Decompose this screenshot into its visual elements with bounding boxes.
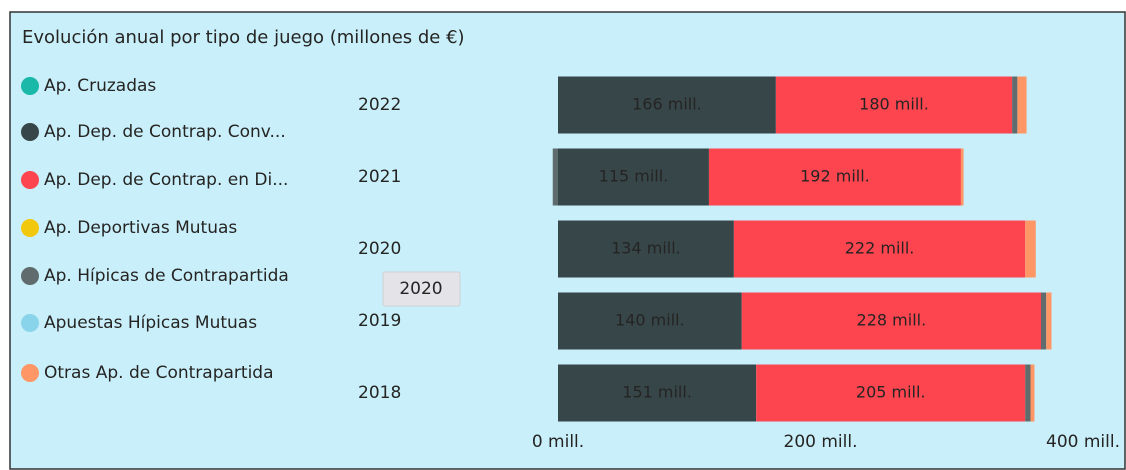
legend-marker (21, 364, 39, 382)
category-label: 2022 (358, 95, 401, 115)
bar-segment (1025, 220, 1036, 278)
bar-segment (558, 148, 709, 206)
legend-marker (21, 314, 39, 332)
bar-segment (1012, 76, 1018, 134)
bar-segment (960, 148, 964, 206)
category-label: 2021 (358, 167, 401, 187)
bar-segment (1041, 292, 1047, 350)
data-label: 228 mill. (857, 311, 927, 330)
legend-marker (21, 267, 39, 285)
bar-segment (1046, 292, 1052, 350)
bar-segment (775, 76, 1013, 134)
bar-segment (1030, 364, 1035, 422)
category-label: 2020 (358, 239, 401, 259)
bar-segment (558, 76, 776, 134)
data-label: 140 mill. (615, 311, 685, 330)
legend-label: Ap. Deportivas Mutuas (44, 218, 237, 238)
x-tick-label: 0 mill. (532, 432, 584, 452)
data-label: 115 mill. (599, 167, 669, 186)
bar-segment (558, 364, 757, 422)
bar-segment (558, 292, 742, 350)
bar-segment (756, 364, 1026, 422)
legend-label: Ap. Dep. de Contrap. en Di... (44, 170, 288, 190)
legend-label: Otras Ap. de Contrapartida (44, 363, 274, 383)
bar-segment (558, 220, 734, 278)
bar-segment (1017, 76, 1027, 134)
legend-marker (21, 77, 39, 95)
data-label: 180 mill. (859, 95, 929, 114)
data-label: 205 mill. (856, 383, 926, 402)
tooltip-box (382, 271, 461, 307)
legend-label: Ap. Cruzadas (44, 76, 156, 96)
data-label: 166 mill. (632, 95, 702, 114)
x-tick-label: 200 mill. (784, 432, 858, 452)
data-label: 151 mill. (622, 383, 692, 402)
legend-marker (21, 219, 39, 237)
tooltip-text: 2020 (399, 279, 442, 299)
legend-marker (21, 171, 39, 189)
x-tick-label: 400 mill. (1046, 432, 1120, 452)
bar-segment (741, 292, 1041, 350)
bar-segment (1025, 364, 1031, 422)
category-label: 2019 (358, 311, 401, 331)
bar-segment (552, 148, 558, 206)
category-label: 2018 (358, 383, 401, 403)
bar-segment (733, 220, 1026, 278)
legend-label: Ap. Dep. de Contrap. Conv... (44, 122, 286, 142)
data-label: 192 mill. (800, 167, 870, 186)
data-label: 222 mill. (845, 239, 915, 258)
chart-title: Evolución anual por tipo de juego (millo… (22, 27, 465, 48)
legend-label: Apuestas Hípicas Mutuas (44, 313, 257, 333)
legend-marker (21, 123, 39, 141)
tooltip: 2020 (382, 271, 461, 307)
data-label: 134 mill. (611, 239, 681, 258)
legend-label: Ap. Hípicas de Contrapartida (44, 266, 289, 286)
bar-segment (708, 148, 961, 206)
